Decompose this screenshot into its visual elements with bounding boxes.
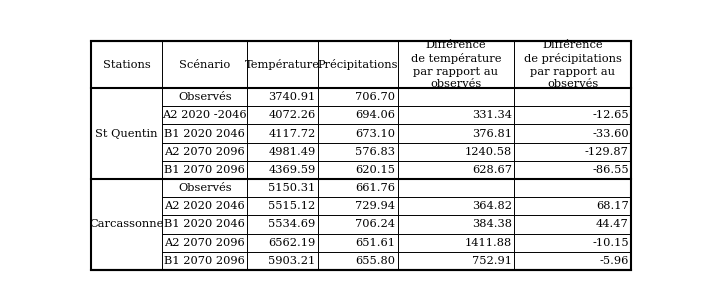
Text: Scénario: Scénario [179,60,230,70]
Text: Stations: Stations [103,60,150,70]
Text: 628.67: 628.67 [472,165,512,175]
Text: 364.82: 364.82 [472,201,512,211]
Text: B1 2070 2096: B1 2070 2096 [164,256,245,266]
Text: Précipitations: Précipitations [318,59,398,70]
Text: Température: Température [245,59,320,70]
Text: B1 2070 2096: B1 2070 2096 [164,165,245,175]
Text: Différence
de température
par rapport au
observés: Différence de température par rapport au… [410,40,501,89]
Text: 706.70: 706.70 [356,92,396,102]
Text: 576.83: 576.83 [356,147,396,157]
Text: -33.60: -33.60 [592,128,629,139]
Text: 384.38: 384.38 [472,219,512,229]
Text: St Quentin: St Quentin [95,128,158,139]
Text: 752.91: 752.91 [472,256,512,266]
Text: 44.47: 44.47 [596,219,629,229]
Text: -129.87: -129.87 [585,147,629,157]
Text: 5903.21: 5903.21 [268,256,315,266]
Text: A2 2070 2096: A2 2070 2096 [164,237,245,248]
Text: B1 2020 2046: B1 2020 2046 [164,219,245,229]
Text: 4369.59: 4369.59 [268,165,315,175]
Text: 655.80: 655.80 [356,256,396,266]
Text: Observés: Observés [178,183,232,193]
Text: 3740.91: 3740.91 [268,92,315,102]
Text: A2 2020 2046: A2 2020 2046 [164,201,245,211]
Text: 1411.88: 1411.88 [465,237,512,248]
Text: A2 2020 -2046: A2 2020 -2046 [163,110,247,120]
Text: 661.76: 661.76 [356,183,396,193]
Text: 4981.49: 4981.49 [268,147,315,157]
Text: 651.61: 651.61 [356,237,396,248]
Text: A2 2070 2096: A2 2070 2096 [164,147,245,157]
Text: 6562.19: 6562.19 [268,237,315,248]
Text: 68.17: 68.17 [596,201,629,211]
Text: -10.15: -10.15 [592,237,629,248]
Text: B1 2020 2046: B1 2020 2046 [164,128,245,139]
Text: 5150.31: 5150.31 [268,183,315,193]
Text: 5515.12: 5515.12 [268,201,315,211]
Text: 376.81: 376.81 [472,128,512,139]
Text: Observés: Observés [178,92,232,102]
Text: 5534.69: 5534.69 [268,219,315,229]
Text: 4072.26: 4072.26 [268,110,315,120]
Text: -12.65: -12.65 [592,110,629,120]
Text: 673.10: 673.10 [356,128,396,139]
Text: 706.24: 706.24 [356,219,396,229]
Text: Carcassonne: Carcassonne [89,219,163,229]
Text: 1240.58: 1240.58 [465,147,512,157]
Text: Différence
de précipitations
par rapport au
observés: Différence de précipitations par rapport… [524,40,622,89]
Text: 694.06: 694.06 [356,110,396,120]
Text: 620.15: 620.15 [356,165,396,175]
Text: 729.94: 729.94 [356,201,396,211]
Text: 4117.72: 4117.72 [268,128,315,139]
Text: -5.96: -5.96 [599,256,629,266]
Text: 331.34: 331.34 [472,110,512,120]
Text: -86.55: -86.55 [592,165,629,175]
